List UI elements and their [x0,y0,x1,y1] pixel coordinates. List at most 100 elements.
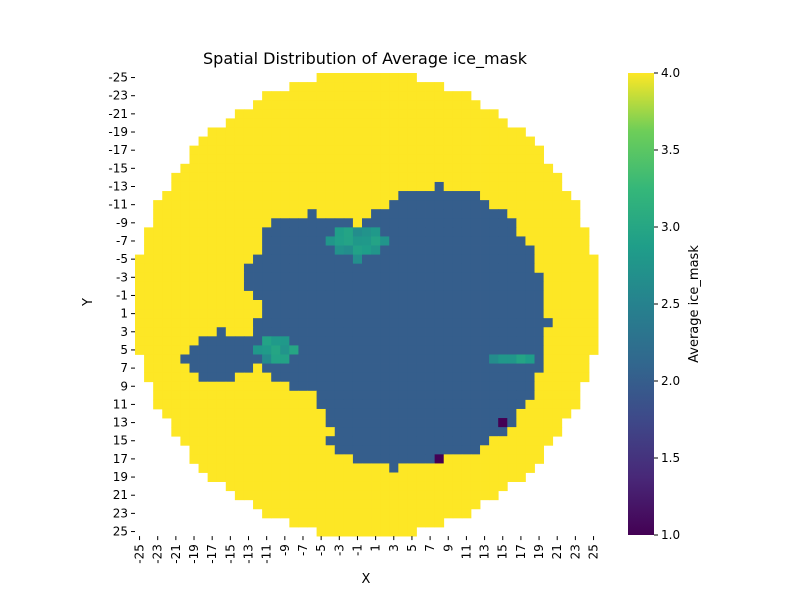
heatmap-cell [489,109,499,119]
heatmap-cell [570,336,581,346]
heatmap-cell [280,91,290,101]
heatmap-cell [389,91,399,101]
x-tick-label: 1 [369,544,383,552]
heatmap-cell [507,372,517,383]
heatmap-cell [207,227,218,237]
heatmap-cell [271,490,281,501]
heatmap-cell [307,490,317,501]
heatmap-cell [289,390,299,401]
heatmap-cell [443,336,454,346]
heatmap-cell [461,336,472,346]
heatmap-cell [216,254,227,265]
heatmap-cell [234,191,245,201]
heatmap-cell [389,336,399,346]
heatmap-cell [434,100,445,110]
heatmap-cell [362,73,372,83]
heatmap-cell [407,163,417,174]
heatmap-cell [271,154,281,165]
heatmap-cell [153,381,163,392]
heatmap-cell [225,408,236,419]
heatmap-cell [280,490,290,501]
heatmap-cell [507,218,517,228]
heatmap-cell [498,136,508,147]
heatmap-cell [480,445,490,455]
heatmap-cell [380,390,390,401]
heatmap-cell [561,372,572,383]
heatmap-cell [525,436,535,446]
heatmap-cell [153,245,163,255]
heatmap-cell [507,172,517,183]
heatmap-cell [480,354,490,364]
heatmap-cell [434,300,445,310]
heatmap-cell [135,336,145,346]
heatmap-cell [271,454,281,464]
heatmap-cell [416,200,426,210]
heatmap-cell [389,73,399,83]
heatmap-cell [271,290,281,301]
heatmap-cell [180,181,190,192]
heatmap-cell [380,408,390,419]
heatmap-cell [443,454,454,464]
heatmap-cell [534,381,544,392]
heatmap-cell [570,290,581,301]
y-tick-label: 25 [113,525,128,539]
heatmap-cell [452,399,463,410]
heatmap-cell [352,454,363,464]
heatmap-cell [334,245,345,255]
heatmap-cell [480,336,490,346]
heatmap-cell [316,227,327,237]
heatmap-cell [425,390,436,401]
heatmap-cell [243,209,254,219]
heatmap-cell [389,172,399,183]
heatmap-cell [225,181,236,192]
heatmap-cell [371,490,381,501]
heatmap-cell [389,191,399,201]
heatmap-cell [325,200,336,210]
heatmap-cell [416,327,426,337]
heatmap-cell [234,172,245,183]
heatmap-cell [407,300,417,310]
heatmap-cell [498,300,508,310]
heatmap-cell [552,254,563,265]
heatmap-cell [425,336,436,346]
heatmap-cell [298,281,308,292]
heatmap-cell [216,209,227,219]
heatmap-cell [316,109,327,119]
heatmap-cell [216,445,227,455]
heatmap-cell [234,336,245,346]
heatmap-cell [407,200,417,210]
heatmap-cell [543,363,554,374]
heatmap-cell [461,345,472,355]
heatmap-cell [443,254,454,265]
heatmap-cell [334,508,345,519]
heatmap-cell [371,254,381,265]
heatmap-cell [480,218,490,228]
heatmap-cell [316,172,327,183]
heatmap-cell [470,436,481,446]
heatmap-cell [271,445,281,455]
heatmap-cell [153,372,163,383]
heatmap-cell [343,227,354,237]
heatmap-cell [434,490,445,501]
heatmap-cell [398,254,408,265]
heatmap-cell [425,272,436,283]
heatmap-cell [144,236,154,246]
heatmap-cell [189,218,199,228]
heatmap-cell [380,499,390,510]
heatmap-cell [498,318,508,328]
y-tick-label: -3 [116,270,128,284]
heatmap-cell [189,209,199,219]
heatmap-cell [207,472,218,482]
heatmap-cell [243,372,254,383]
heatmap-cell [234,354,245,364]
heatmap-cell [371,191,381,201]
heatmap-cell [443,436,454,446]
heatmap-cell [171,390,181,401]
heatmap-cell [398,454,408,464]
heatmap-cell [434,318,445,328]
heatmap-cell [325,372,336,383]
x-tick-label: -19 [187,544,201,564]
heatmap-cell [343,336,354,346]
heatmap-cell [516,200,526,210]
heatmap-cell [389,472,399,482]
